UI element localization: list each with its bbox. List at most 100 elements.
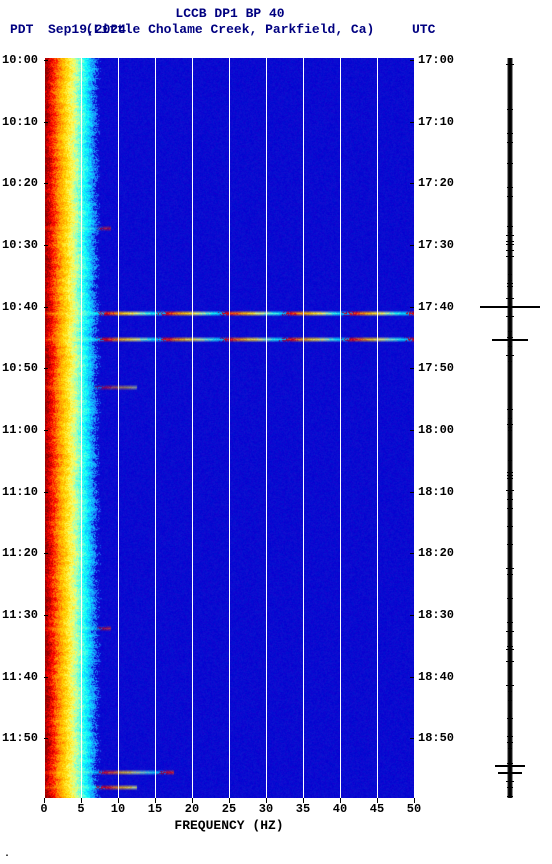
gridline <box>303 58 304 798</box>
trace-noise <box>508 361 513 362</box>
y-right-tick-label: 18:50 <box>418 731 454 745</box>
x-tick-mark <box>377 798 378 803</box>
trace-noise <box>506 568 513 569</box>
y-left-tick-label: 10:30 <box>2 238 38 252</box>
trace-baseline <box>508 58 513 798</box>
trace-noise <box>507 763 513 764</box>
y-right-tick-mark <box>410 368 414 369</box>
x-tick-label: 5 <box>77 802 84 816</box>
x-tick-mark <box>192 798 193 803</box>
trace-noise <box>507 226 514 227</box>
trace-spike <box>498 773 522 774</box>
trace-noise <box>506 298 514 299</box>
trace-noise <box>507 544 513 545</box>
x-tick-mark <box>266 798 267 803</box>
trace-noise <box>507 796 512 797</box>
gridline <box>229 58 230 798</box>
trace-noise <box>506 64 514 65</box>
x-tick-label: 50 <box>407 802 421 816</box>
trace-noise <box>506 250 513 251</box>
x-tick-mark <box>44 798 45 803</box>
trace-spike <box>480 307 540 308</box>
corner-mark: . <box>4 849 10 860</box>
y-left-tick-mark <box>44 122 48 123</box>
y-left-tick-mark <box>44 368 48 369</box>
spectrogram-plot <box>44 58 414 798</box>
gridline <box>377 58 378 798</box>
x-tick-label: 25 <box>222 802 236 816</box>
y-left-tick-mark <box>44 615 48 616</box>
trace-noise <box>507 718 513 719</box>
trace-noise <box>507 736 514 737</box>
y-left-tick-label: 11:10 <box>2 485 38 499</box>
y-right-tick-label: 17:40 <box>418 300 454 314</box>
x-tick-label: 40 <box>333 802 347 816</box>
y-right-tick-mark <box>410 122 414 123</box>
trace-noise <box>506 490 514 491</box>
gridline <box>118 58 119 798</box>
trace-noise <box>507 424 513 425</box>
x-axis-label: FREQUENCY (HZ) <box>44 818 414 833</box>
trace-noise <box>508 700 513 701</box>
y-right-tick-mark <box>410 60 414 61</box>
gridline <box>340 58 341 798</box>
y-right-tick-mark <box>410 615 414 616</box>
y-left-tick-mark <box>44 307 48 308</box>
trace-noise <box>508 232 512 233</box>
trace-noise <box>507 646 514 647</box>
trace-noise <box>507 472 512 473</box>
x-tick-mark <box>229 798 230 803</box>
trace-noise <box>508 331 513 332</box>
x-tick-mark <box>414 798 415 803</box>
y-right-tick-label: 18:30 <box>418 608 454 622</box>
y-right-tick-mark <box>410 430 414 431</box>
page-root: LCCB DP1 BP 40 PDT Sep19,2024 (Little Ch… <box>0 0 552 864</box>
trace-noise <box>508 418 512 419</box>
x-tick-label: 35 <box>296 802 310 816</box>
x-tick-label: 30 <box>259 802 273 816</box>
gridline <box>414 58 415 798</box>
gridline <box>192 58 193 798</box>
x-tick-mark <box>155 798 156 803</box>
trace-noise <box>506 781 514 782</box>
trace-noise <box>506 256 513 257</box>
trace-noise <box>507 526 513 527</box>
y-left-tick-mark <box>44 430 48 431</box>
x-tick-label: 15 <box>148 802 162 816</box>
trace-noise <box>507 196 513 197</box>
trace-noise <box>506 649 513 650</box>
y-left-tick-label: 11:30 <box>2 608 38 622</box>
trace-noise <box>507 142 513 143</box>
trace-noise <box>507 286 512 287</box>
timezone-right-label: UTC <box>412 22 435 37</box>
trace-noise <box>507 187 514 188</box>
y-left-tick-label: 10:40 <box>2 300 38 314</box>
trace-noise <box>507 499 514 500</box>
y-right-tick-mark <box>410 677 414 678</box>
y-left-tick-label: 11:40 <box>2 670 38 684</box>
y-left-tick-label: 10:10 <box>2 115 38 129</box>
y-left-tick-label: 10:20 <box>2 176 38 190</box>
y-left-tick-mark <box>44 245 48 246</box>
x-tick-label: 20 <box>185 802 199 816</box>
y-right-tick-label: 17:20 <box>418 176 454 190</box>
y-right-tick-label: 17:30 <box>418 238 454 252</box>
trace-noise <box>507 109 512 110</box>
y-right-tick-mark <box>410 738 414 739</box>
y-right-tick-label: 18:00 <box>418 423 454 437</box>
y-right-tick-label: 17:10 <box>418 115 454 129</box>
gridline <box>44 58 45 798</box>
y-left-tick-label: 10:00 <box>2 53 38 67</box>
trace-noise <box>506 661 514 662</box>
trace-noise <box>508 493 512 494</box>
y-right-tick-label: 18:40 <box>418 670 454 684</box>
y-left-tick-label: 11:00 <box>2 423 38 437</box>
trace-noise <box>508 691 513 692</box>
y-left-tick-label: 11:50 <box>2 731 38 745</box>
y-right-tick-mark <box>410 245 414 246</box>
title-line1: LCCB DP1 BP 40 <box>0 6 460 21</box>
y-right-tick-label: 18:10 <box>418 485 454 499</box>
gridline <box>155 58 156 798</box>
y-left-tick-label: 11:20 <box>2 546 38 560</box>
x-tick-mark <box>118 798 119 803</box>
